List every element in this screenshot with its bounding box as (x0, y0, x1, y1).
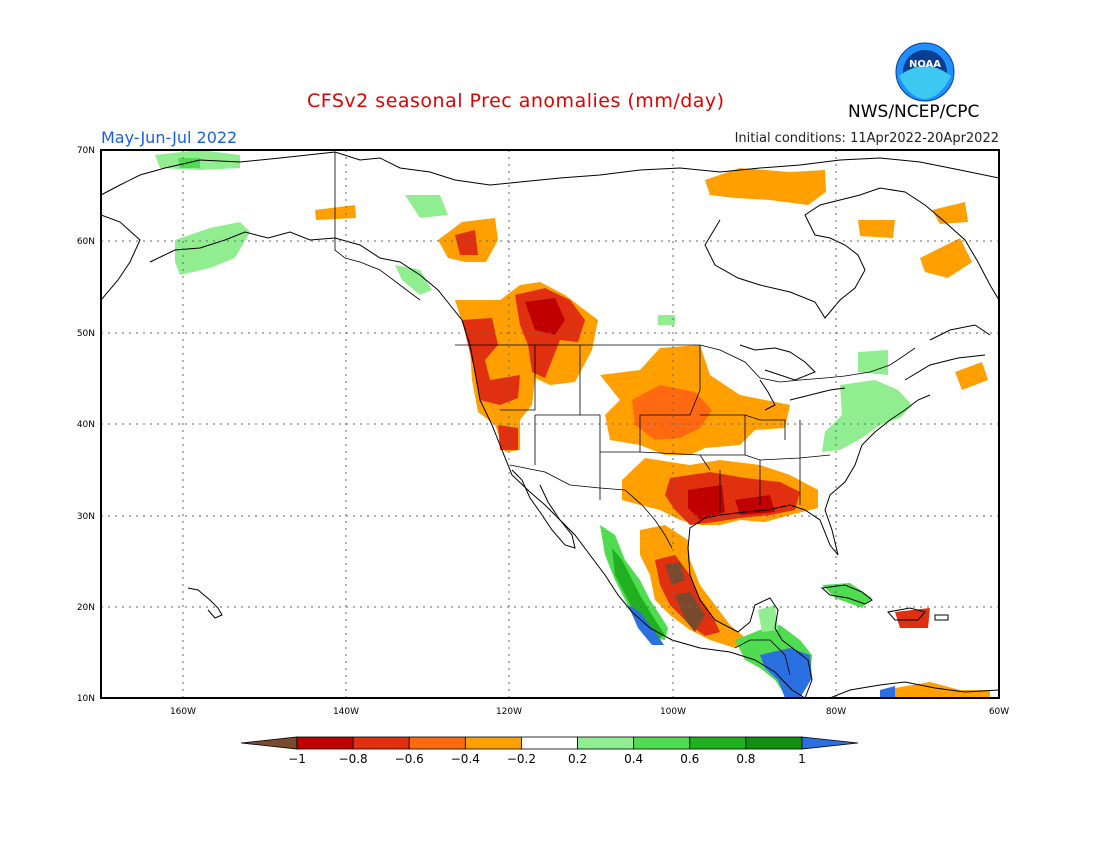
anomaly-hudson-north (705, 168, 826, 205)
anomaly-yukon (315, 205, 356, 220)
anomaly-bc-coast (395, 265, 432, 295)
coastlines (101, 151, 999, 698)
coastline-caribbean (187, 584, 949, 621)
colorbar-label: 0.6 (680, 752, 699, 766)
lat-tick-label: 40N (77, 420, 95, 430)
coastline-baja (511, 469, 576, 549)
coastline-labrador (859, 187, 999, 381)
colorbar-label: −1 (288, 752, 306, 766)
anomaly-labrador-south (920, 238, 972, 278)
border-alaska-canada (334, 152, 421, 301)
colorbar-max-triangle (801, 736, 859, 750)
anomaly-ca-coast (498, 425, 518, 450)
colorbar-swatch (745, 736, 803, 750)
colorbar-swatch (577, 736, 635, 750)
anomaly-central-america-blue (760, 648, 812, 698)
lat-tick-label: 60N (77, 237, 95, 247)
anomaly-jamaica (880, 686, 895, 698)
anomaly-mexico-west-coast (600, 525, 668, 640)
colorbar-min-triangle (240, 736, 298, 750)
political-boundaries (334, 152, 916, 676)
anomaly-rockies-darkest (525, 298, 565, 335)
lon-tick-label: 60W (989, 707, 1009, 717)
anomaly-yucatan (758, 605, 778, 632)
border-us-canada (455, 344, 916, 383)
lat-tick-label: 10N (77, 694, 95, 704)
lat-tick-label: 50N (77, 329, 95, 339)
colorbar-label: −0.8 (339, 752, 368, 766)
lat-tick-label: 20N (77, 603, 95, 613)
anomaly-quebec (858, 350, 888, 375)
border-central-america (734, 639, 791, 676)
colorbar-swatch (521, 736, 578, 750)
lat-tick-label: 70N (77, 146, 95, 156)
noaa-logo: NOAA (895, 42, 955, 102)
map-frame (100, 149, 1000, 699)
coastline-west (449, 304, 806, 698)
colorbar-swatch (296, 736, 354, 750)
lon-tick-label: 120W (496, 707, 522, 717)
anomaly-hudson-east (858, 220, 895, 238)
colorbar-swatch (464, 736, 522, 750)
lon-tick-label: 80W (826, 707, 846, 717)
anomaly-alaska-west (175, 222, 250, 275)
anomaly-bc-north-core (455, 230, 478, 255)
agency-label: NWS/NCEP/CPC (848, 102, 980, 122)
border-us-mexico (509, 464, 673, 549)
wet-anomaly-regions (155, 150, 912, 698)
coastline-south-america (829, 681, 999, 698)
lat-tick-label: 30N (77, 512, 95, 522)
initial-conditions: Initial conditions: 11Apr2022-20Apr2022 (734, 131, 999, 146)
lat-axis: 70N 60N 50N 40N 30N 20N 10N (77, 146, 95, 704)
coastline-hudson (704, 194, 866, 319)
colorbar-label: 0.4 (624, 752, 643, 766)
colorbar-label: 0.2 (568, 752, 587, 766)
lon-tick-label: 160W (170, 707, 196, 717)
coastline-great-lakes (739, 344, 846, 411)
colorbar-label: −0.2 (507, 752, 536, 766)
colorbar-label: 1 (798, 752, 806, 766)
coastline-alaska (101, 151, 456, 306)
colorbar-swatch (352, 736, 410, 750)
colorbar-swatch (408, 736, 466, 750)
anomaly-nova-scotia (955, 362, 988, 390)
colorbar-swatch (689, 736, 747, 750)
coastline-arctic (454, 157, 999, 186)
colorbar-label: −0.4 (451, 752, 480, 766)
anomaly-mexico-darkest (665, 562, 685, 585)
forecast-period: May-Jun-Jul 2022 (101, 128, 238, 147)
anomaly-labrador (932, 202, 968, 224)
lon-tick-label: 100W (660, 707, 686, 717)
anomaly-pacific-nw-core (462, 318, 520, 405)
anomaly-texas-darkest (688, 485, 725, 520)
colorbar-swatch (633, 736, 691, 750)
noaa-logo-text: NOAA (909, 59, 941, 70)
anomaly-south-america (895, 682, 990, 698)
lon-axis: 160W 140W 120W 100W 80W 60W (170, 707, 1009, 717)
colorbar-label: 0.8 (736, 752, 755, 766)
coastline-gulf (687, 394, 931, 698)
colorbar: −1 −0.8 −0.6 −0.4 −0.2 0.2 0.4 0.6 0.8 1 (240, 736, 859, 766)
anomaly-hispaniola (895, 608, 930, 628)
anomaly-ontario (658, 315, 675, 325)
anomaly-northern-plains-core (632, 385, 712, 440)
border-us-states (500, 345, 831, 512)
lon-tick-label: 140W (333, 707, 359, 717)
anomaly-mexico-darkest-2 (675, 592, 705, 632)
map-title: CFSv2 seasonal Prec anomalies (mm/day) (307, 90, 725, 112)
colorbar-label: −0.6 (395, 752, 424, 766)
gridlines (101, 150, 999, 698)
anomaly-mexico-west-core (612, 548, 665, 640)
anomaly-alaska-sw (405, 195, 448, 218)
dry-anomaly-regions (315, 168, 990, 698)
anomaly-ne-us (822, 380, 912, 452)
